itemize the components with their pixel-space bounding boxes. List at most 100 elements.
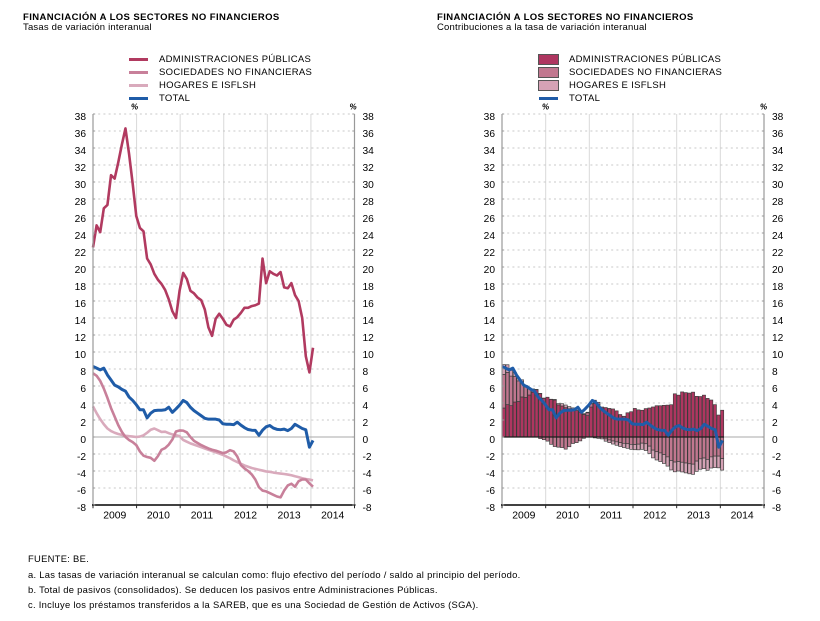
- svg-text:32: 32: [772, 163, 784, 174]
- svg-text:14: 14: [772, 316, 784, 327]
- svg-text:22: 22: [363, 248, 375, 259]
- svg-text:24: 24: [363, 231, 375, 242]
- svg-text:-4: -4: [772, 469, 781, 480]
- svg-text:%: %: [760, 103, 767, 112]
- svg-text:28: 28: [363, 197, 375, 208]
- svg-text:10: 10: [75, 350, 87, 361]
- svg-text:-2: -2: [486, 452, 495, 463]
- svg-text:36: 36: [363, 129, 375, 140]
- svg-text:10: 10: [363, 350, 375, 361]
- svg-text:32: 32: [75, 163, 87, 174]
- svg-text:2: 2: [80, 418, 86, 429]
- svg-text:22: 22: [75, 248, 87, 259]
- svg-text:2013: 2013: [278, 510, 301, 521]
- svg-text:%: %: [542, 103, 549, 112]
- svg-text:26: 26: [363, 214, 375, 225]
- svg-text:8: 8: [489, 367, 495, 378]
- svg-text:28: 28: [75, 197, 87, 208]
- svg-text:28: 28: [772, 197, 784, 208]
- svg-text:-8: -8: [77, 503, 86, 514]
- svg-text:10: 10: [484, 350, 496, 361]
- svg-text:26: 26: [484, 214, 496, 225]
- svg-text:16: 16: [484, 299, 496, 310]
- svg-text:18: 18: [363, 282, 375, 293]
- svg-text:-8: -8: [486, 503, 495, 514]
- svg-text:2011: 2011: [600, 510, 623, 521]
- svg-text:32: 32: [363, 163, 375, 174]
- svg-text:8: 8: [772, 367, 778, 378]
- svg-text:34: 34: [484, 146, 496, 157]
- svg-text:2014: 2014: [731, 510, 754, 521]
- svg-text:2012: 2012: [234, 510, 257, 521]
- svg-text:-2: -2: [772, 452, 781, 463]
- svg-text:0: 0: [489, 435, 495, 446]
- svg-text:12: 12: [75, 333, 87, 344]
- svg-text:4: 4: [772, 401, 778, 412]
- svg-text:-6: -6: [77, 486, 86, 497]
- svg-text:14: 14: [363, 316, 375, 327]
- svg-text:%: %: [131, 103, 138, 112]
- svg-text:-4: -4: [363, 469, 372, 480]
- svg-text:28: 28: [484, 197, 496, 208]
- svg-text:8: 8: [363, 367, 369, 378]
- svg-text:-4: -4: [486, 469, 495, 480]
- svg-text:2010: 2010: [556, 510, 579, 521]
- svg-text:34: 34: [75, 146, 87, 157]
- svg-text:32: 32: [484, 163, 496, 174]
- svg-text:36: 36: [772, 129, 784, 140]
- svg-text:36: 36: [484, 129, 496, 140]
- svg-text:12: 12: [363, 333, 375, 344]
- svg-text:20: 20: [363, 265, 375, 276]
- svg-text:2014: 2014: [321, 510, 344, 521]
- svg-text:6: 6: [363, 384, 369, 395]
- svg-text:14: 14: [75, 316, 87, 327]
- svg-text:-6: -6: [772, 486, 781, 497]
- svg-text:4: 4: [80, 401, 86, 412]
- svg-text:20: 20: [75, 265, 87, 276]
- svg-text:14: 14: [484, 316, 496, 327]
- svg-text:38: 38: [75, 112, 87, 123]
- svg-text:2: 2: [489, 418, 495, 429]
- svg-text:2009: 2009: [512, 510, 535, 521]
- svg-text:22: 22: [772, 248, 784, 259]
- svg-text:-8: -8: [363, 503, 372, 514]
- svg-text:34: 34: [363, 146, 375, 157]
- svg-text:26: 26: [772, 214, 784, 225]
- svg-text:2010: 2010: [147, 510, 170, 521]
- svg-text:36: 36: [75, 129, 87, 140]
- svg-text:38: 38: [484, 112, 496, 123]
- svg-text:30: 30: [75, 180, 87, 191]
- svg-text:-6: -6: [486, 486, 495, 497]
- svg-text:6: 6: [772, 384, 778, 395]
- svg-text:10: 10: [772, 350, 784, 361]
- svg-text:20: 20: [772, 265, 784, 276]
- svg-text:2009: 2009: [103, 510, 126, 521]
- svg-text:0: 0: [772, 435, 778, 446]
- svg-text:30: 30: [363, 180, 375, 191]
- svg-text:-6: -6: [363, 486, 372, 497]
- svg-text:4: 4: [363, 401, 369, 412]
- svg-text:0: 0: [363, 435, 369, 446]
- svg-text:8: 8: [80, 367, 86, 378]
- svg-text:38: 38: [363, 112, 375, 123]
- svg-text:6: 6: [489, 384, 495, 395]
- svg-text:-8: -8: [772, 503, 781, 514]
- svg-text:16: 16: [363, 299, 375, 310]
- svg-text:26: 26: [75, 214, 87, 225]
- svg-text:%: %: [349, 103, 356, 112]
- svg-text:0: 0: [80, 435, 86, 446]
- svg-text:38: 38: [772, 112, 784, 123]
- svg-text:6: 6: [80, 384, 86, 395]
- svg-text:24: 24: [75, 231, 87, 242]
- svg-text:24: 24: [484, 231, 496, 242]
- svg-text:2013: 2013: [687, 510, 710, 521]
- svg-text:2011: 2011: [191, 510, 214, 521]
- svg-text:2: 2: [772, 418, 778, 429]
- svg-text:2: 2: [363, 418, 369, 429]
- svg-text:30: 30: [772, 180, 784, 191]
- svg-text:30: 30: [484, 180, 496, 191]
- svg-text:12: 12: [772, 333, 784, 344]
- svg-text:4: 4: [489, 401, 495, 412]
- svg-text:-4: -4: [77, 469, 86, 480]
- svg-text:12: 12: [484, 333, 496, 344]
